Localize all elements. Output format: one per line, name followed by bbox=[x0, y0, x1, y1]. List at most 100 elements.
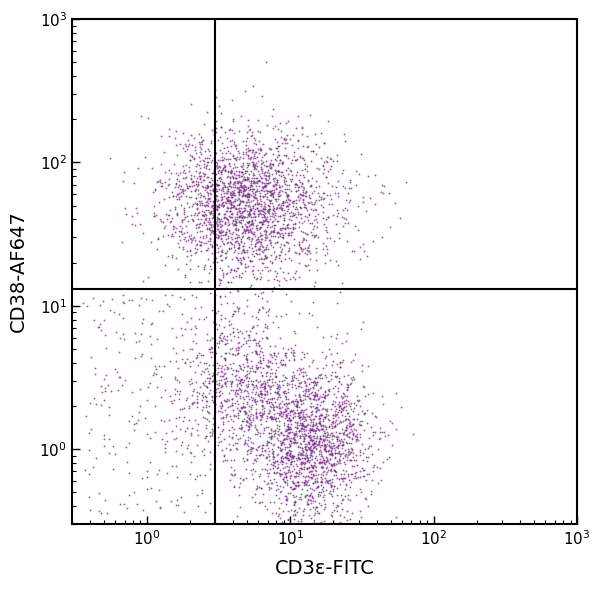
Point bbox=[229, 350, 238, 359]
Point bbox=[274, 166, 283, 176]
Point bbox=[305, 450, 315, 459]
Point bbox=[281, 406, 290, 415]
Point bbox=[314, 482, 323, 492]
Point bbox=[235, 376, 245, 386]
Point bbox=[193, 200, 202, 209]
Point bbox=[266, 188, 275, 198]
Point bbox=[301, 471, 311, 481]
Point bbox=[136, 111, 146, 120]
Point bbox=[146, 332, 155, 341]
Point bbox=[187, 398, 197, 408]
Point bbox=[277, 181, 287, 191]
Point bbox=[313, 404, 322, 413]
Point bbox=[275, 380, 284, 390]
Point bbox=[323, 411, 332, 420]
Point bbox=[305, 443, 315, 452]
Point bbox=[274, 170, 284, 179]
Point bbox=[280, 223, 290, 233]
Point bbox=[182, 354, 191, 363]
Point bbox=[214, 440, 223, 449]
Point bbox=[212, 180, 222, 190]
Point bbox=[283, 190, 293, 199]
Point bbox=[321, 432, 331, 442]
Point bbox=[256, 196, 266, 206]
Point bbox=[194, 389, 203, 398]
Point bbox=[326, 153, 335, 163]
Point bbox=[319, 219, 329, 229]
Point bbox=[95, 300, 105, 309]
Point bbox=[391, 388, 401, 398]
Point bbox=[350, 398, 359, 408]
Point bbox=[295, 442, 304, 451]
Point bbox=[202, 415, 211, 424]
Point bbox=[298, 391, 308, 400]
Point bbox=[229, 471, 239, 480]
Point bbox=[234, 171, 244, 180]
Point bbox=[261, 227, 271, 237]
Point bbox=[305, 445, 314, 454]
Point bbox=[308, 418, 317, 427]
Point bbox=[161, 210, 171, 219]
Point bbox=[234, 187, 244, 197]
Point bbox=[305, 181, 315, 191]
Point bbox=[292, 423, 301, 433]
Point bbox=[367, 409, 377, 418]
Point bbox=[328, 411, 338, 420]
Point bbox=[266, 483, 275, 492]
Point bbox=[252, 197, 262, 207]
Point bbox=[319, 195, 328, 204]
Point bbox=[320, 391, 329, 400]
Point bbox=[100, 315, 109, 325]
Point bbox=[308, 297, 318, 307]
Point bbox=[169, 223, 179, 232]
Point bbox=[334, 418, 343, 428]
Point bbox=[252, 161, 262, 171]
Point bbox=[239, 430, 248, 439]
Point bbox=[269, 404, 278, 413]
Point bbox=[281, 237, 290, 247]
Point bbox=[283, 154, 293, 163]
Point bbox=[331, 333, 341, 342]
Point bbox=[211, 178, 220, 187]
Point bbox=[175, 386, 185, 396]
Point bbox=[295, 395, 305, 405]
Point bbox=[310, 130, 320, 139]
Point bbox=[316, 433, 325, 442]
Point bbox=[205, 373, 214, 383]
Point bbox=[346, 439, 355, 448]
Point bbox=[272, 153, 282, 162]
Point bbox=[306, 156, 316, 166]
Point bbox=[326, 448, 336, 458]
Point bbox=[172, 210, 182, 219]
Point bbox=[221, 155, 231, 164]
Point bbox=[332, 349, 342, 358]
Point bbox=[254, 181, 264, 191]
Point bbox=[187, 313, 196, 323]
Point bbox=[217, 336, 226, 345]
Point bbox=[301, 431, 310, 441]
Point bbox=[293, 441, 303, 450]
Point bbox=[272, 229, 282, 238]
Point bbox=[277, 311, 286, 320]
Point bbox=[346, 405, 356, 414]
Point bbox=[295, 382, 304, 391]
Point bbox=[197, 395, 206, 405]
Point bbox=[283, 247, 293, 256]
Point bbox=[190, 143, 200, 152]
Point bbox=[230, 469, 240, 479]
Point bbox=[175, 377, 184, 386]
Point bbox=[364, 443, 373, 452]
Point bbox=[296, 226, 305, 236]
Point bbox=[221, 206, 231, 216]
Point bbox=[215, 401, 224, 411]
Point bbox=[244, 330, 253, 340]
Point bbox=[350, 221, 360, 230]
Point bbox=[326, 374, 335, 383]
Point bbox=[239, 415, 248, 424]
Point bbox=[89, 393, 98, 403]
Point bbox=[142, 466, 152, 476]
Point bbox=[281, 150, 291, 160]
Point bbox=[127, 412, 137, 421]
Point bbox=[289, 507, 299, 516]
Point bbox=[263, 413, 272, 423]
